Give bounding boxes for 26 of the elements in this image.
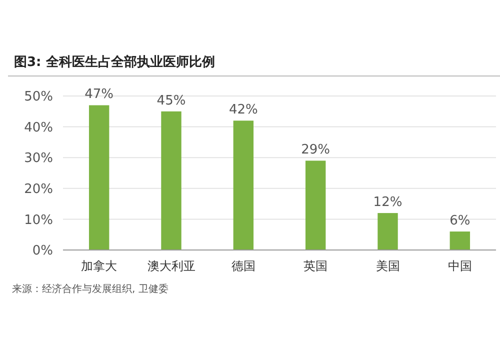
- x-tick-label: 加拿大: [81, 259, 118, 273]
- bar: [378, 213, 398, 250]
- x-tick-label: 澳大利亚: [147, 259, 196, 273]
- source-note: 来源：经济合作与发展组织, 卫健委: [12, 283, 168, 295]
- bar: [88, 105, 110, 250]
- y-tick-label: 0%: [32, 244, 53, 259]
- chart-title: 图3: 全科医生占全部执业医师比例: [14, 54, 215, 70]
- data-label: 45%: [156, 93, 186, 108]
- y-tick-label: 30%: [24, 151, 53, 166]
- x-tick-label: 美国: [376, 259, 400, 273]
- bar: [161, 111, 182, 250]
- y-tick-label: 40%: [24, 120, 53, 136]
- bar: [450, 232, 470, 250]
- x-tick-label: 英国: [304, 259, 328, 273]
- data-label: 29%: [301, 142, 330, 158]
- data-label: 6%: [450, 214, 470, 229]
- y-tick-label: 20%: [24, 182, 53, 197]
- data-label: 12%: [373, 195, 402, 210]
- data-label: 47%: [84, 87, 114, 102]
- data-label: 42%: [228, 102, 258, 118]
- bar: [233, 120, 254, 250]
- x-tick-label: 德国: [231, 259, 256, 273]
- x-tick-label: 中国: [448, 259, 472, 273]
- y-tick-label: 50%: [24, 90, 53, 105]
- y-tick-label: 10%: [24, 212, 53, 228]
- bar: [305, 160, 326, 250]
